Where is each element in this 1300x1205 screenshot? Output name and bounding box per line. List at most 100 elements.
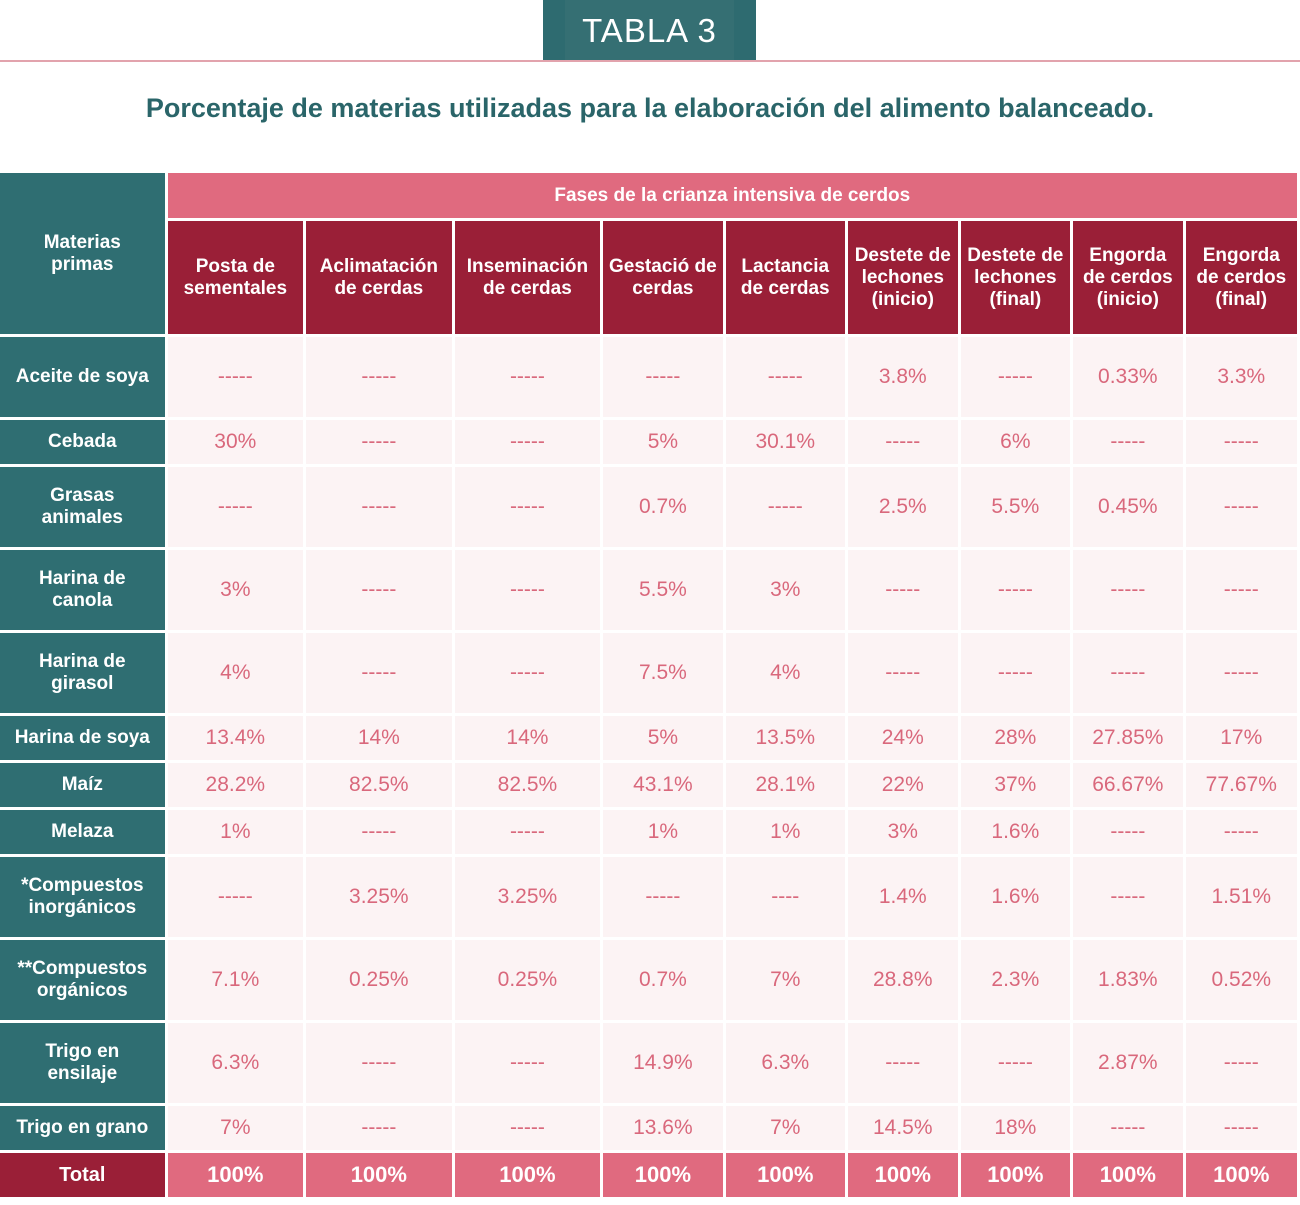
table-cell: 30%: [167, 420, 304, 464]
table-cell: -----: [1073, 550, 1183, 630]
table-cell: 22%: [847, 763, 958, 807]
table-cell: 1%: [167, 810, 304, 854]
table-cell: -----: [603, 337, 723, 417]
table-cell: 6.3%: [167, 1023, 304, 1103]
table-cell: -----: [960, 633, 1071, 713]
table-cell: 1%: [725, 810, 845, 854]
table-cell: 2.5%: [847, 467, 958, 547]
table-cell: -----: [847, 420, 958, 464]
table-cell: 0.25%: [454, 940, 601, 1020]
table-cell: -----: [725, 467, 845, 547]
total-cell: 100%: [960, 1153, 1071, 1197]
table-cell: 30.1%: [725, 420, 845, 464]
table-cell: 7%: [725, 1106, 845, 1150]
table-cell: -----: [167, 467, 304, 547]
row-label: *Compuestos inorgánicos: [0, 857, 165, 937]
table-cell: 1%: [603, 810, 723, 854]
table-cell: 1.51%: [1185, 857, 1297, 937]
table-cell: 0.52%: [1185, 940, 1297, 1020]
row-label: Grasas animales: [0, 467, 165, 547]
table-cell: 13.5%: [725, 716, 845, 760]
table-cell: 3.25%: [306, 857, 452, 937]
table-cell: -----: [306, 467, 452, 547]
table-cell: -----: [167, 857, 304, 937]
table-cell: 14.9%: [603, 1023, 723, 1103]
table-cell: 14%: [454, 716, 601, 760]
table-cell: -----: [454, 633, 601, 713]
table-cell: -----: [1073, 857, 1183, 937]
total-cell: 100%: [167, 1153, 304, 1197]
table-cell: -----: [306, 420, 452, 464]
table-cell: 0.7%: [603, 940, 723, 1020]
table-cell: 82.5%: [306, 763, 452, 807]
table-cell: -----: [454, 467, 601, 547]
column-header: Destete de lechones (final): [960, 221, 1071, 334]
table-cell: -----: [306, 1106, 452, 1150]
table-cell: 28.2%: [167, 763, 304, 807]
table-cell: -----: [1073, 810, 1183, 854]
row-label: Harina de soya: [0, 716, 165, 760]
row-label: Melaza: [0, 810, 165, 854]
table-cell: 28.8%: [847, 940, 958, 1020]
table-cell: 0.33%: [1073, 337, 1183, 417]
table-cell: 66.67%: [1073, 763, 1183, 807]
header-row-group: Materias primas Fases de la crianza inte…: [0, 173, 1297, 334]
table-cell: 77.67%: [1185, 763, 1297, 807]
column-header: Aclimatación de cerdas: [306, 221, 452, 334]
table-cell: 3.3%: [1185, 337, 1297, 417]
table-number-label: TABLA 3: [582, 11, 717, 49]
table-cell: -----: [1185, 1106, 1297, 1150]
table-cell: -----: [725, 337, 845, 417]
table-cell: ----: [725, 857, 845, 937]
table-cell: -----: [454, 1023, 601, 1103]
table-cell: -----: [960, 550, 1071, 630]
table-cell: -----: [1185, 633, 1297, 713]
table-cell: -----: [1073, 420, 1183, 464]
table-cell: -----: [1185, 810, 1297, 854]
table-cell: 3.25%: [454, 857, 601, 937]
table-cell: 5%: [603, 420, 723, 464]
table-cell: -----: [603, 857, 723, 937]
table-cell: 6.3%: [725, 1023, 845, 1103]
table-cell: 28%: [960, 716, 1071, 760]
table-cell: -----: [167, 337, 304, 417]
table-cell: 37%: [960, 763, 1071, 807]
column-header: Lactancia de cerdas: [725, 221, 845, 334]
table-cell: -----: [454, 550, 601, 630]
table-cell: 5%: [603, 716, 723, 760]
header-materias-primas: Materias primas: [0, 173, 165, 334]
table-cell: 1.6%: [960, 857, 1071, 937]
column-header: Gestació de cerdas: [603, 221, 723, 334]
table-row: Grasas animales ----- ----- ----- 0.7% ----- 2…: [0, 467, 1297, 547]
table-cell: -----: [454, 337, 601, 417]
table-cell: -----: [960, 337, 1071, 417]
row-label: Maíz: [0, 763, 165, 807]
table-cell: 3%: [847, 810, 958, 854]
table-cell: -----: [1185, 467, 1297, 547]
table-cell: 7%: [167, 1106, 304, 1150]
table-cell: 14%: [306, 716, 452, 760]
total-cell: 100%: [306, 1153, 452, 1197]
table-row: *Compuestos inorgánicos ----- 3.25% 3.25% --…: [0, 857, 1297, 937]
table-cell: 13.6%: [603, 1106, 723, 1150]
table-row: Aceite de soya ----- ----- ----- ----- ----- 3…: [0, 337, 1297, 417]
table-cell: 4%: [167, 633, 304, 713]
table-cell: -----: [306, 550, 452, 630]
table-cell: -----: [1073, 1106, 1183, 1150]
table-cell: -----: [306, 1023, 452, 1103]
table-cell: 1.6%: [960, 810, 1071, 854]
table-cell: 13.4%: [167, 716, 304, 760]
row-label: Cebada: [0, 420, 165, 464]
table-cell: 3.8%: [847, 337, 958, 417]
table-cell: 3%: [167, 550, 304, 630]
table-cell: 82.5%: [454, 763, 601, 807]
table-row: **Compuestos orgánicos 7.1% 0.25% 0.25% 0.7%…: [0, 940, 1297, 1020]
table-cell: -----: [1185, 1023, 1297, 1103]
table-cell: 7%: [725, 940, 845, 1020]
column-header: Inseminación de cerdas: [454, 221, 601, 334]
total-cell: 100%: [454, 1153, 601, 1197]
column-header: Posta de sementales: [167, 221, 304, 334]
table-cell: 43.1%: [603, 763, 723, 807]
total-cell: 100%: [847, 1153, 958, 1197]
column-header: Engorda de cerdos (final): [1185, 221, 1297, 334]
